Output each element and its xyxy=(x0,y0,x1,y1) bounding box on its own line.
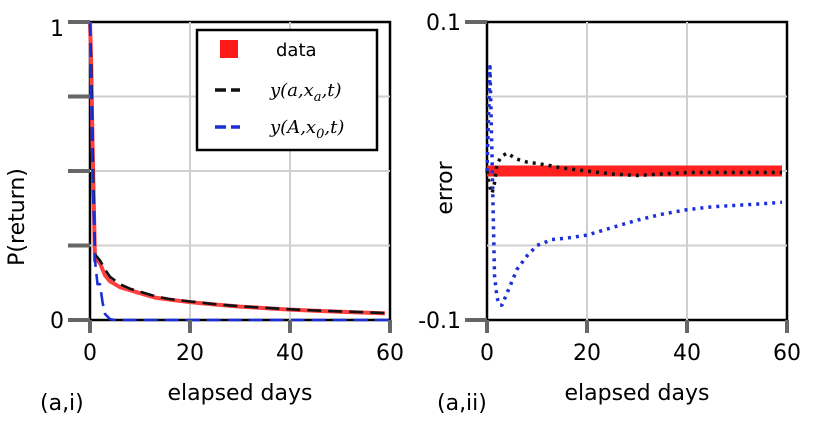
panel-a-i-label: (a,i) xyxy=(40,391,84,416)
y-tick-label: 0 xyxy=(50,309,64,334)
y-tick-label: 0.1 xyxy=(426,11,461,36)
series-line-y-a-x-0-t- xyxy=(88,21,390,322)
panel-a-i-series xyxy=(88,21,390,322)
x-tick-label: 0 xyxy=(480,341,494,366)
series-line-y-a-x-a-t- xyxy=(88,21,386,315)
legend-swatch-data xyxy=(220,40,238,58)
x-tick-label: 20 xyxy=(573,341,601,366)
panel-a-i-xlabel: elapsed days xyxy=(168,381,313,406)
legend-frame xyxy=(195,28,379,152)
legend: data y(a,xa,t) y(A,x0,t) xyxy=(195,28,379,152)
series-line-y-a-x-0-t-error xyxy=(485,64,783,307)
x-tick-label: 60 xyxy=(376,341,404,366)
y-tick-label: -0.1 xyxy=(418,309,461,334)
panel-a-i: 0 20 40 60 0 1 elapsed days P(return) (a,i) d… xyxy=(5,17,404,416)
panel-a-ii-ylabel: error xyxy=(433,160,458,214)
panel-a-ii-series xyxy=(485,64,783,307)
x-tick-label: 0 xyxy=(83,341,97,366)
x-tick-label: 40 xyxy=(276,341,304,366)
panel-a-ii-xlabel: elapsed days xyxy=(565,381,710,406)
series-line-y-a-x-a-t-error xyxy=(485,151,782,196)
legend-label-fit-a: y(a,xa,t) xyxy=(269,80,342,105)
panel-a-ii-ticks: 0 20 40 60 -0.1 0.1 xyxy=(418,11,801,366)
x-tick-label: 20 xyxy=(176,341,204,366)
x-tick-label: 40 xyxy=(673,341,701,366)
panel-a-i-ticks: 0 20 40 60 0 1 xyxy=(50,17,404,366)
y-tick-label: 1 xyxy=(50,17,64,42)
legend-label-fit-a0: y(A,x0,t) xyxy=(269,117,344,142)
x-tick-label: 60 xyxy=(773,341,801,366)
legend-label-data: data xyxy=(276,40,317,61)
panel-a-i-ylabel: P(return) xyxy=(5,168,30,266)
panel-a-ii: 0 20 40 60 -0.1 0.1 elapsed days error (a,ii) xyxy=(418,11,801,416)
panel-a-ii-label: (a,ii) xyxy=(437,391,487,416)
